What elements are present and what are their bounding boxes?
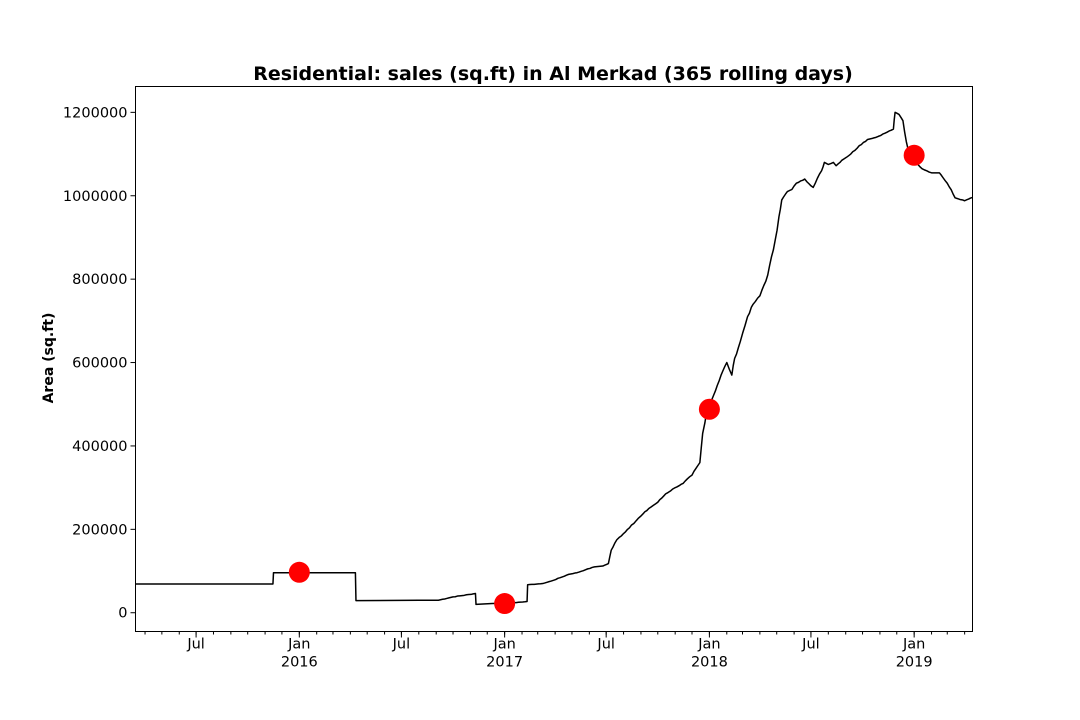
x-tick-year-label: 2018 — [691, 655, 728, 671]
plot-area-frame — [135, 86, 973, 632]
x-tick-label: Jul — [596, 637, 615, 653]
y-tick-label: 400000 — [72, 439, 127, 455]
x-tick-year-label: 2017 — [486, 655, 523, 671]
x-axis: Jul Jan 2016 Jul Jan 2017 Jul Jan 2018 Jul Jan 2019 — [186, 631, 933, 671]
chart-title: Residential: sales (sq.ft) in Al Merkad … — [253, 63, 853, 85]
highlight-marker — [903, 144, 925, 166]
x-tick-year-label: 2016 — [281, 655, 318, 671]
x-tick-label: Jul — [186, 637, 205, 653]
highlight-marker — [288, 561, 310, 583]
x-tick-label: Jan — [902, 637, 925, 653]
y-tick-label: 800000 — [72, 272, 127, 288]
y-tick-label: 0 — [118, 606, 127, 622]
y-axis-label: Area (sq.ft) — [41, 313, 57, 404]
highlight-marker — [698, 398, 720, 420]
x-tick-label: Jul — [392, 637, 411, 653]
y-axis: 0 200000 400000 600000 800000 1000000 1200000 — [63, 105, 136, 622]
series-line — [135, 111, 973, 606]
x-tick-year-label: 2019 — [896, 655, 933, 671]
x-tick-label: Jul — [801, 637, 820, 653]
x-tick-label: Jan — [697, 637, 720, 653]
y-tick-label: 200000 — [72, 522, 127, 538]
x-tick-label: Jan — [492, 637, 515, 653]
y-tick-label: 1000000 — [63, 189, 128, 205]
y-tick-label: 600000 — [72, 356, 127, 372]
highlight-markers — [288, 144, 925, 615]
x-tick-label: Jan — [287, 637, 310, 653]
highlight-marker — [494, 593, 516, 615]
y-tick-label: 1200000 — [63, 105, 128, 121]
